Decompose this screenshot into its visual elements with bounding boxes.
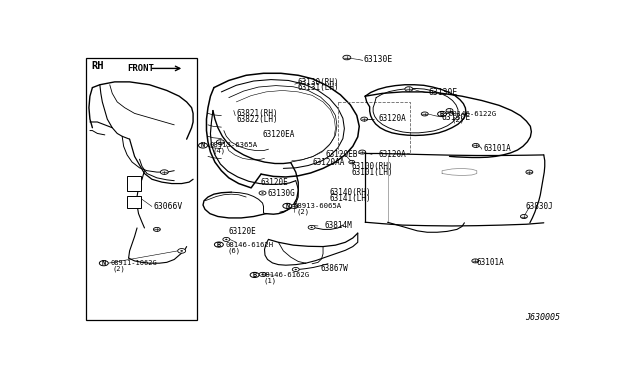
Circle shape — [178, 248, 186, 253]
Circle shape — [262, 274, 264, 275]
Text: 08911-1062G: 08911-1062G — [110, 260, 157, 266]
Text: N: N — [201, 142, 205, 148]
Circle shape — [295, 269, 296, 270]
Text: 63821(RH): 63821(RH) — [237, 109, 278, 118]
Text: 63140(RH): 63140(RH) — [330, 188, 372, 197]
Circle shape — [161, 170, 168, 174]
Text: J630005: J630005 — [525, 313, 561, 322]
Text: N: N — [285, 203, 289, 209]
Circle shape — [223, 237, 230, 241]
Circle shape — [99, 261, 108, 266]
Text: 63101A: 63101A — [476, 259, 504, 267]
Text: 63120E: 63120E — [260, 178, 288, 187]
Circle shape — [291, 205, 298, 208]
Text: N: N — [102, 260, 106, 266]
Circle shape — [225, 239, 227, 240]
Circle shape — [405, 87, 413, 92]
Text: 63120EA: 63120EA — [262, 130, 294, 139]
Text: 63120AA: 63120AA — [312, 158, 344, 167]
Circle shape — [214, 242, 223, 247]
Circle shape — [472, 259, 479, 263]
Text: 08146-6122G: 08146-6122G — [449, 111, 497, 117]
Circle shape — [250, 272, 259, 278]
Text: FRONT: FRONT — [127, 64, 154, 73]
Circle shape — [438, 111, 447, 116]
Circle shape — [361, 117, 367, 121]
Text: (2): (2) — [451, 116, 464, 123]
Text: B: B — [252, 272, 257, 278]
Circle shape — [421, 112, 428, 116]
Text: 63120EB: 63120EB — [325, 150, 357, 158]
Circle shape — [359, 150, 365, 154]
Text: 63130E: 63130E — [441, 113, 470, 122]
Circle shape — [283, 203, 292, 208]
Text: 63066V: 63066V — [154, 202, 182, 211]
Text: 63814M: 63814M — [324, 221, 352, 230]
Circle shape — [180, 250, 182, 251]
Bar — [127, 176, 141, 191]
Circle shape — [259, 191, 266, 195]
Text: 63131(LH): 63131(LH) — [297, 83, 339, 92]
Circle shape — [259, 272, 266, 276]
Circle shape — [349, 160, 355, 164]
Circle shape — [198, 143, 207, 148]
Text: (1): (1) — [264, 278, 276, 284]
Text: 63101A: 63101A — [483, 144, 511, 153]
Text: 63100(RH): 63100(RH) — [352, 163, 394, 171]
Circle shape — [520, 215, 527, 218]
Circle shape — [343, 55, 351, 60]
Circle shape — [154, 227, 161, 231]
Bar — [127, 196, 141, 208]
Circle shape — [311, 227, 312, 228]
Text: 63120E: 63120E — [229, 227, 257, 236]
Text: (4): (4) — [212, 148, 225, 154]
Text: 63141(LH): 63141(LH) — [330, 194, 372, 203]
Text: B: B — [440, 111, 444, 117]
Text: 63130E: 63130E — [429, 88, 458, 97]
Text: 63130(RH): 63130(RH) — [297, 78, 339, 87]
Text: 63120A: 63120A — [379, 114, 406, 123]
Text: 08146-6162H: 08146-6162H — [225, 241, 273, 248]
Text: 08913-6365A: 08913-6365A — [210, 142, 258, 148]
Text: RH: RH — [91, 61, 104, 71]
Text: 63101(LH): 63101(LH) — [352, 168, 394, 177]
Circle shape — [446, 109, 453, 112]
Text: 08913-6065A: 08913-6065A — [294, 203, 342, 209]
Text: 63120A: 63120A — [379, 150, 406, 159]
Circle shape — [292, 267, 300, 272]
Text: 63830J: 63830J — [525, 202, 553, 211]
Text: 08146-6162G: 08146-6162G — [261, 272, 309, 278]
Text: B: B — [217, 241, 221, 248]
Text: 63822(LH): 63822(LH) — [237, 115, 278, 124]
Text: 63867W: 63867W — [320, 264, 348, 273]
Circle shape — [308, 225, 315, 230]
Text: 63130G: 63130G — [268, 189, 295, 198]
Text: (2): (2) — [112, 266, 125, 272]
Text: (2): (2) — [296, 208, 309, 215]
Bar — [86, 58, 196, 320]
Text: 63130E: 63130E — [364, 55, 393, 64]
Circle shape — [526, 170, 533, 174]
Circle shape — [216, 140, 225, 144]
Circle shape — [472, 144, 479, 147]
Text: (6): (6) — [228, 247, 241, 254]
